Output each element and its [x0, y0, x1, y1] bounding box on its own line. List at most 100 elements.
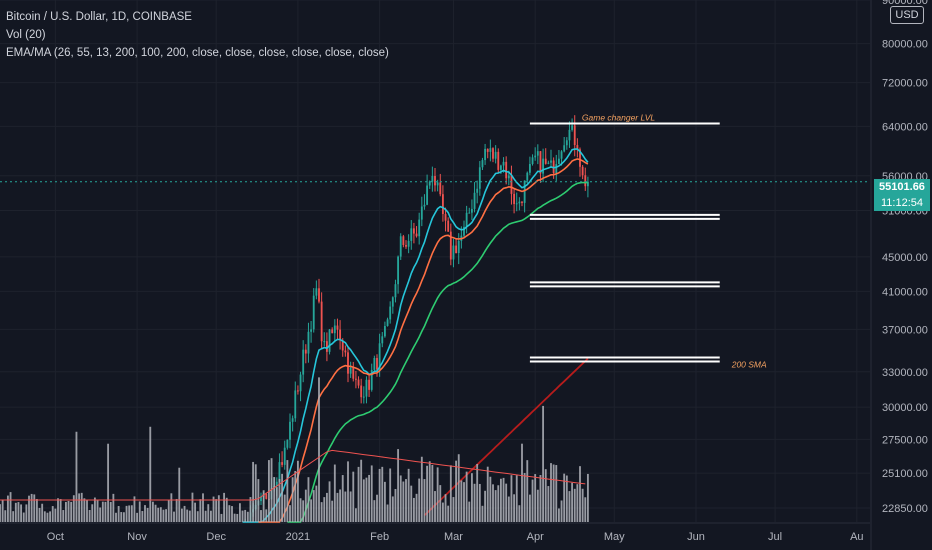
currency-badge[interactable]: USD [890, 6, 924, 24]
candle-body [291, 418, 294, 422]
volume-bar [91, 504, 94, 522]
volume-bar [542, 405, 545, 522]
volume-bar [299, 498, 302, 522]
y-axis-tick-label: 25100.00 [882, 468, 928, 480]
candle-body [486, 148, 489, 152]
volume-bar [138, 501, 141, 522]
candle-body [420, 206, 423, 220]
candle-body [473, 192, 476, 209]
candle-body [360, 385, 363, 398]
volume-bar [497, 485, 500, 522]
volume-bar [492, 484, 494, 522]
volume-bar [365, 477, 368, 522]
volume-bar [402, 481, 405, 522]
volume-bar [278, 478, 281, 522]
candle-body [333, 325, 336, 334]
volume-bar [457, 454, 460, 522]
volume-bar [405, 479, 407, 522]
candle-body [523, 180, 526, 203]
volume-bar [241, 510, 244, 522]
candle-body [544, 158, 547, 164]
volume-bar [260, 510, 262, 522]
candle-body [294, 390, 297, 419]
candle-body [283, 447, 286, 465]
candle-body [310, 329, 313, 332]
volume-bar [104, 501, 107, 522]
candle-body [586, 181, 589, 187]
volume-bar [41, 503, 44, 522]
volume-bar [6, 495, 9, 522]
volume-bar [439, 485, 442, 522]
candle-body [489, 148, 492, 152]
volume-bar [481, 505, 484, 522]
volume-bar [418, 478, 421, 522]
volume-bar [397, 449, 400, 522]
x-axis-tick-label: Mar [444, 531, 463, 543]
candle-body [260, 496, 262, 502]
candle-body [542, 158, 545, 174]
legend-ema[interactable]: EMA/MA (26, 55, 13, 200, 100, 200, close… [6, 47, 389, 59]
volume-bar [407, 468, 410, 522]
ema-13-line [242, 148, 589, 523]
candle-body [299, 374, 302, 392]
x-axis-tick-label: Nov [127, 531, 147, 543]
volume-bar [310, 499, 313, 522]
candle-body [373, 357, 376, 370]
volume-bar [386, 504, 389, 522]
volume-bar [486, 466, 489, 522]
volume-bar [571, 482, 574, 522]
volume-bar [236, 513, 239, 522]
volume-bar [246, 511, 249, 522]
candle-body [304, 349, 307, 354]
volume-bar [130, 505, 133, 522]
volume-bar [196, 511, 199, 522]
volume-bar [362, 479, 365, 522]
candle-body [362, 396, 365, 398]
volume-bar [502, 477, 505, 522]
volume-bar [9, 492, 12, 522]
volume-bar [154, 504, 157, 522]
y-axis-tick-label: 64000.00 [882, 121, 928, 133]
y-axis-tick-label: 30000.00 [882, 402, 928, 414]
candle-body [378, 343, 381, 370]
volume-bar [455, 460, 458, 522]
candle-body [281, 462, 284, 465]
volume-bar [368, 474, 371, 522]
volume-bar [273, 477, 276, 522]
candle-body [325, 341, 328, 352]
candle-body [339, 329, 342, 341]
volume-bar [444, 494, 447, 522]
volume-bar [17, 502, 20, 522]
candle-body [521, 201, 523, 203]
legend-volume[interactable]: Vol (20) [6, 29, 46, 41]
volume-bar [565, 475, 568, 522]
volume-bar [341, 475, 344, 522]
volume-bar [225, 497, 228, 522]
volume-bar [194, 502, 197, 522]
volume-bar [22, 512, 25, 522]
candle-body [584, 175, 587, 187]
candle-body [386, 319, 389, 327]
candle-body [302, 349, 305, 375]
volume-bar [212, 496, 215, 522]
candle-body [444, 214, 447, 221]
volume-bar [96, 500, 99, 522]
volume-bar [254, 464, 257, 522]
candle-body [365, 379, 368, 397]
volume-bar [354, 508, 357, 522]
volume-bar [25, 504, 28, 522]
x-axis-tick-label: Apr [527, 531, 544, 543]
candle-body [510, 175, 513, 194]
candle-body [484, 148, 487, 161]
legend-symbol[interactable]: Bitcoin / U.S. Dollar, 1D, COINBASE [6, 11, 192, 23]
volume-bar [328, 481, 331, 522]
candle-body [505, 161, 508, 179]
volume-bar [257, 479, 260, 522]
candle-body [452, 245, 455, 260]
volume-bar [389, 468, 392, 522]
volume-bar [136, 512, 139, 522]
volume-bar [441, 502, 444, 522]
x-axis-tick-label: Feb [370, 531, 389, 543]
